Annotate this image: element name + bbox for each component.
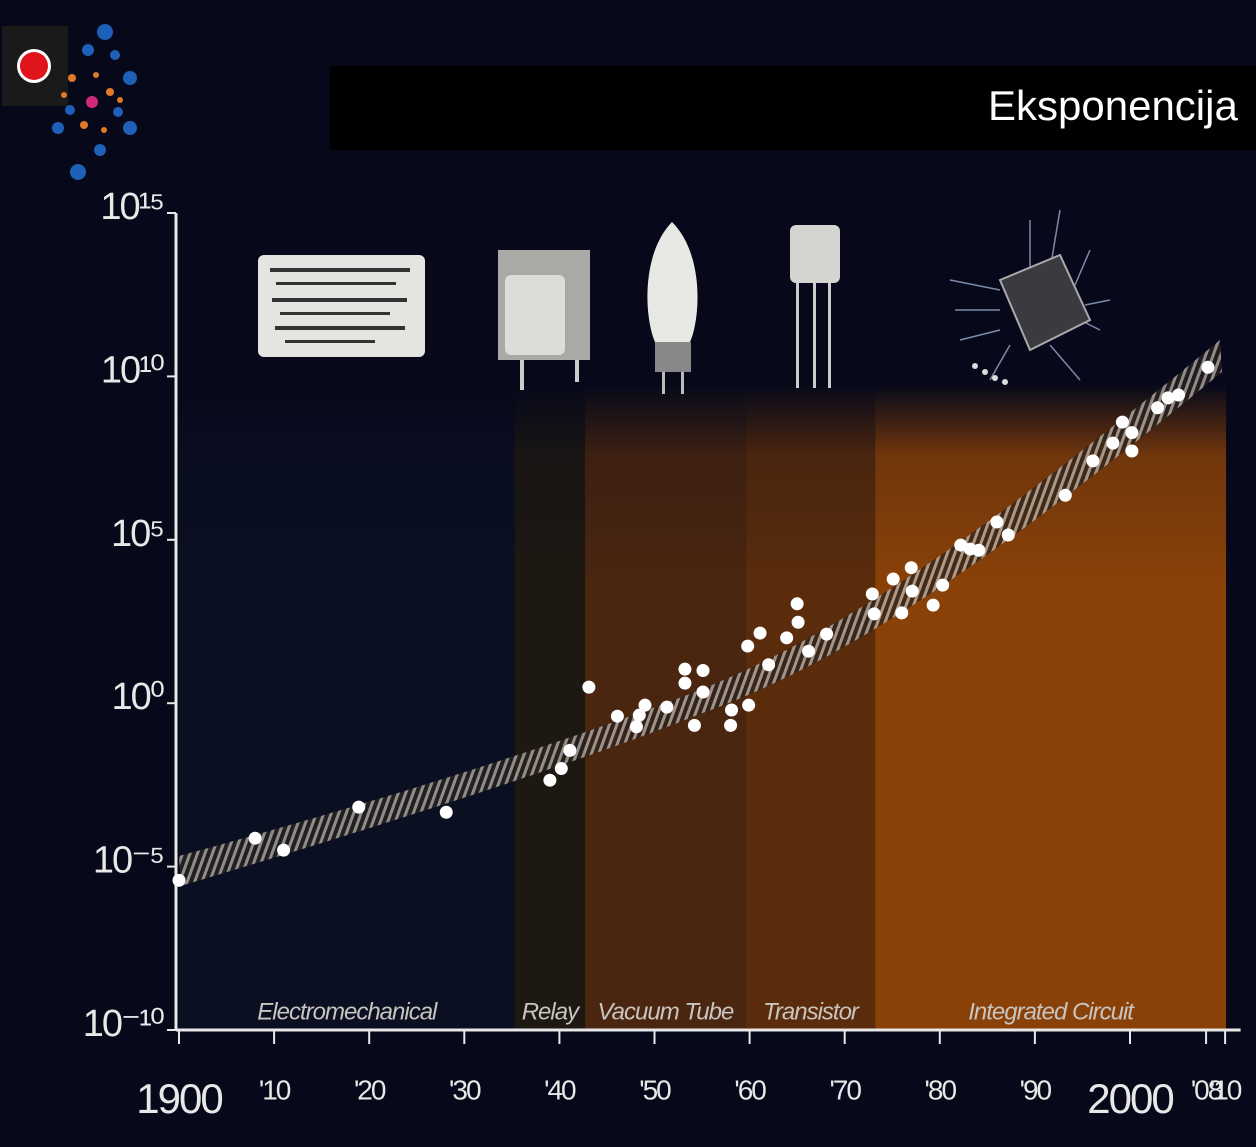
data-point [543, 773, 557, 787]
data-point [1086, 454, 1100, 468]
data-point [926, 598, 940, 612]
data-point [1201, 360, 1215, 374]
data-point [802, 644, 816, 658]
data-point [352, 800, 366, 814]
data-point [990, 515, 1004, 529]
punch-card-icon [258, 255, 425, 357]
data-point [610, 709, 624, 723]
x-tick-label: '80 [925, 1074, 957, 1105]
data-point [696, 685, 710, 699]
data-point [1151, 401, 1165, 415]
data-point [886, 572, 900, 586]
data-point [865, 587, 879, 601]
data-point [753, 626, 767, 640]
data-point [1001, 528, 1015, 542]
era-label: Integrated Circuit [968, 998, 1135, 1025]
data-point [1161, 391, 1175, 405]
data-point [554, 762, 568, 776]
title: Eksponencija [988, 82, 1238, 129]
data-point [632, 708, 646, 722]
y-tick-label: 10⁻⁵ [93, 840, 163, 882]
data-point [563, 743, 577, 757]
x-tick-label: 1900 [136, 1075, 222, 1122]
data-point [687, 718, 701, 732]
era-label: Electromechanical [257, 998, 438, 1025]
data-point [724, 718, 738, 732]
data-point [972, 543, 986, 557]
data-point [895, 606, 909, 620]
x-tick-label: '50 [639, 1074, 671, 1105]
data-point [741, 639, 755, 653]
x-tick-label: '60 [734, 1074, 766, 1105]
era-label: Vacuum Tube [598, 998, 734, 1025]
x-tick-label: '30 [449, 1074, 481, 1105]
data-point [725, 703, 739, 717]
title-bar [330, 66, 1256, 150]
data-point [936, 578, 950, 592]
data-point [1172, 388, 1186, 402]
data-point [172, 873, 186, 887]
data-point [904, 561, 918, 575]
era-label: Transistor [763, 998, 860, 1025]
data-point [1125, 444, 1139, 458]
data-point [638, 698, 652, 712]
data-point [582, 680, 596, 694]
data-point [678, 662, 692, 676]
data-point [696, 664, 710, 678]
x-tick-label: '40 [544, 1074, 576, 1105]
chip-icon [949, 209, 1111, 385]
data-point [1125, 426, 1139, 440]
data-point [780, 631, 794, 645]
data-point [1058, 488, 1072, 502]
data-point [1115, 415, 1129, 429]
y-tick-label: 10¹⁰ [101, 349, 164, 391]
y-tick-label: 10⁰ [111, 676, 163, 718]
data-point [439, 805, 453, 819]
trend-band [179, 340, 1222, 886]
data-point [629, 720, 643, 734]
data-point [791, 615, 805, 629]
data-point [867, 607, 881, 621]
plot: 10¹⁵ 10¹⁰ 10⁵ 10⁰ 10⁻⁵ 10⁻¹⁰ 1900 '10 '20 '30 '40 '… [83, 186, 1244, 1122]
data-point [248, 831, 262, 845]
y-tick-label: 10⁻¹⁰ [83, 1003, 164, 1045]
data-point [742, 698, 756, 712]
y-tick-label: 10¹⁵ [100, 186, 163, 228]
y-tick-label: 10⁵ [111, 513, 163, 555]
logo [2, 24, 137, 180]
data-point [660, 700, 674, 714]
x-tick-label: '08 [1191, 1074, 1223, 1105]
data-point [678, 676, 692, 690]
x-tick-label: '10 [259, 1074, 291, 1105]
era-label: Relay [522, 998, 581, 1025]
x-tick-label: 2000 [1087, 1075, 1173, 1122]
x-tick-label: '70 [829, 1074, 861, 1105]
data-point [762, 658, 776, 672]
data-point [820, 627, 834, 641]
vacuum-tube-icon [647, 222, 698, 394]
data-point [790, 597, 804, 611]
x-tick-label: '10 [1210, 1074, 1242, 1105]
x-tick-label: '20 [354, 1074, 386, 1105]
transistor-icon [790, 225, 840, 388]
x-tick-label: '90 [1020, 1074, 1052, 1105]
data-point [277, 843, 291, 857]
data-point [1106, 436, 1120, 450]
data-point [905, 584, 919, 598]
relay-icon [498, 250, 590, 390]
